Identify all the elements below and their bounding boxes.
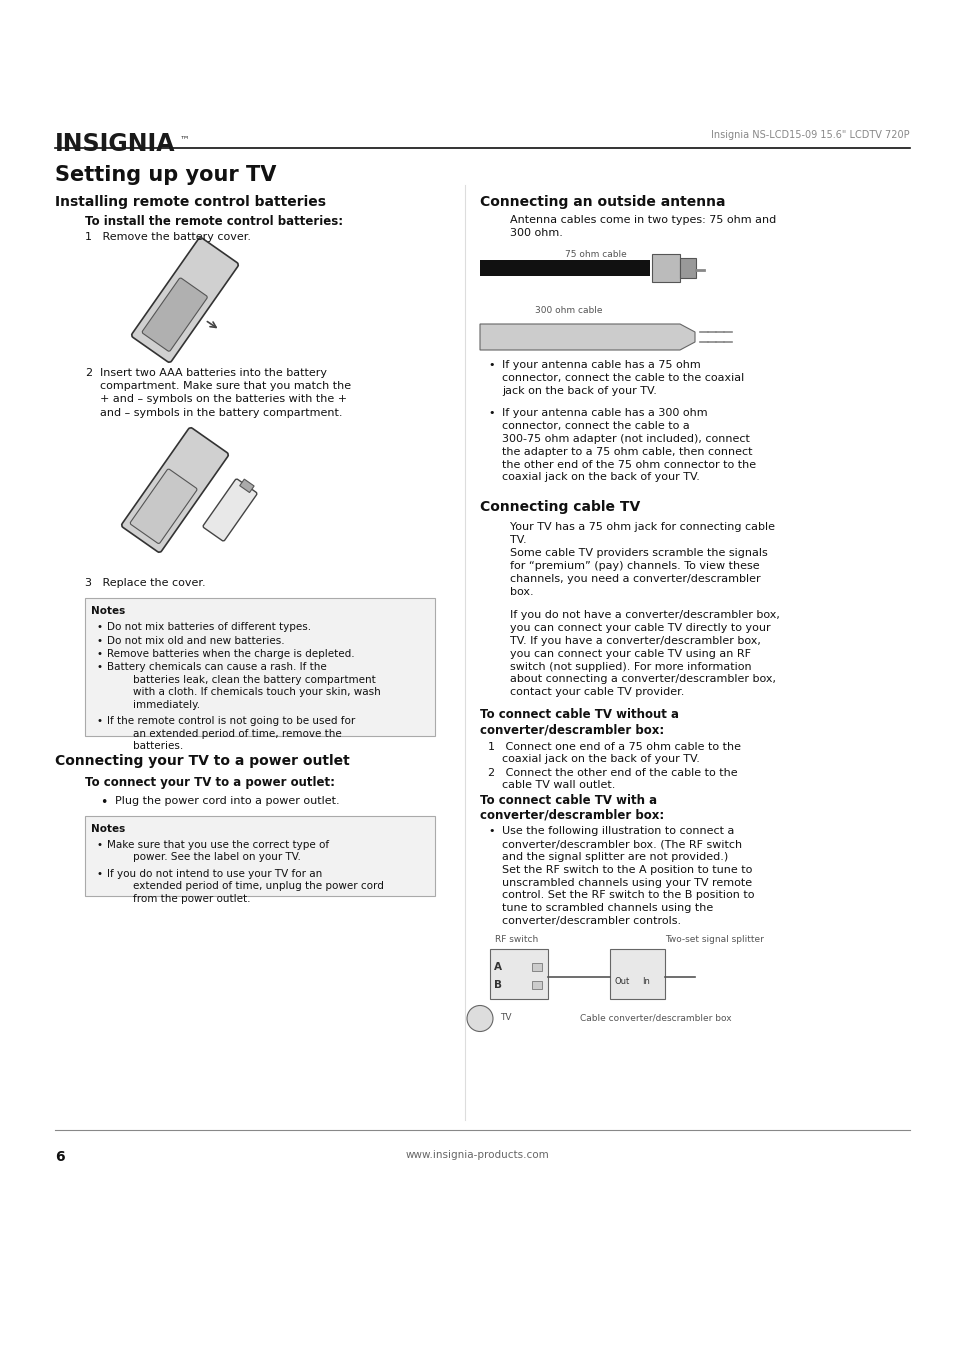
Text: 6: 6 — [55, 1150, 65, 1164]
Text: Insignia NS-LCD15-09 15.6" LCDTV 720P: Insignia NS-LCD15-09 15.6" LCDTV 720P — [711, 130, 909, 140]
Text: converter/descrambler box:: converter/descrambler box: — [479, 809, 663, 822]
Polygon shape — [479, 324, 695, 350]
Text: To connect cable TV without a: To connect cable TV without a — [479, 709, 679, 721]
Circle shape — [467, 1006, 493, 1031]
Text: Battery chemicals can cause a rash. If the
        batteries leak, clean the bat: Battery chemicals can cause a rash. If t… — [107, 663, 380, 710]
Text: Some cable TV providers scramble the signals
for “premium” (pay) channels. To vi: Some cable TV providers scramble the sig… — [510, 548, 767, 597]
Text: 75 ohm cable: 75 ohm cable — [564, 250, 626, 259]
Text: Do not mix batteries of different types.: Do not mix batteries of different types. — [107, 622, 311, 632]
Text: •: • — [97, 717, 103, 726]
FancyBboxPatch shape — [122, 428, 228, 552]
Text: 3   Replace the cover.: 3 Replace the cover. — [85, 578, 206, 589]
Text: Out: Out — [615, 976, 630, 986]
Text: Use the following illustration to connect a
converter/descrambler box. (The RF s: Use the following illustration to connec… — [501, 826, 754, 926]
Text: Antenna cables come in two types: 75 ohm and
300 ohm.: Antenna cables come in two types: 75 ohm… — [510, 215, 776, 238]
Text: If you do not have a converter/descrambler box,
you can connect your cable TV di: If you do not have a converter/descrambl… — [510, 610, 779, 698]
Bar — [85, 598, 435, 736]
Text: Connecting your TV to a power outlet: Connecting your TV to a power outlet — [55, 755, 350, 768]
FancyBboxPatch shape — [142, 278, 207, 351]
FancyBboxPatch shape — [132, 238, 238, 362]
Text: •: • — [97, 869, 103, 879]
Text: www.insignia-products.com: www.insignia-products.com — [405, 1150, 548, 1160]
Text: If your antenna cable has a 300 ohm
connector, connect the cable to a
300-75 ohm: If your antenna cable has a 300 ohm conn… — [501, 409, 756, 482]
Text: Your TV has a 75 ohm jack for connecting cable
TV.: Your TV has a 75 ohm jack for connecting… — [510, 522, 774, 545]
Text: In: In — [641, 976, 649, 986]
Bar — [679, 258, 696, 278]
Text: If you do not intend to use your TV for an
        extended period of time, unpl: If you do not intend to use your TV for … — [107, 869, 383, 903]
Bar — [609, 949, 664, 999]
Text: To install the remote control batteries:: To install the remote control batteries: — [85, 215, 343, 228]
Text: converter/descrambler box:: converter/descrambler box: — [479, 724, 663, 737]
Text: Cable converter/descrambler box: Cable converter/descrambler box — [579, 1014, 731, 1022]
Text: Installing remote control batteries: Installing remote control batteries — [55, 194, 326, 209]
Text: If the remote control is not going to be used for
        an extended period of : If the remote control is not going to be… — [107, 717, 355, 752]
Text: A: A — [494, 963, 501, 972]
Text: TV: TV — [499, 1014, 511, 1022]
Text: 1   Connect one end of a 75 ohm cable to the
    coaxial jack on the back of you: 1 Connect one end of a 75 ohm cable to t… — [488, 741, 740, 764]
Text: 1   Remove the battery cover.: 1 Remove the battery cover. — [85, 232, 251, 242]
Text: •: • — [97, 663, 103, 672]
Text: If your antenna cable has a 75 ohm
connector, connect the cable to the coaxial
j: If your antenna cable has a 75 ohm conne… — [501, 360, 743, 396]
Text: •: • — [97, 649, 103, 659]
Text: •: • — [488, 826, 494, 837]
Text: •: • — [100, 796, 108, 809]
Text: •: • — [97, 636, 103, 645]
Bar — [651, 254, 679, 282]
Text: Connecting an outside antenna: Connecting an outside antenna — [479, 194, 724, 209]
Text: •: • — [97, 622, 103, 632]
Text: •: • — [97, 840, 103, 850]
Text: Notes: Notes — [91, 606, 125, 616]
Text: To connect cable TV with a: To connect cable TV with a — [479, 794, 657, 806]
Text: 2   Connect the other end of the cable to the
    cable TV wall outlet.: 2 Connect the other end of the cable to … — [488, 768, 737, 790]
Text: 2: 2 — [85, 369, 92, 378]
Text: Plug the power cord into a power outlet.: Plug the power cord into a power outlet. — [115, 796, 339, 806]
Text: RF switch: RF switch — [495, 934, 537, 944]
Text: Two-set signal splitter: Two-set signal splitter — [664, 934, 763, 944]
Text: INSIGNIA: INSIGNIA — [55, 132, 175, 157]
Text: Setting up your TV: Setting up your TV — [55, 165, 276, 185]
Text: Connecting cable TV: Connecting cable TV — [479, 501, 639, 514]
Text: Remove batteries when the charge is depleted.: Remove batteries when the charge is depl… — [107, 649, 355, 659]
Bar — [239, 479, 253, 493]
Text: Insert two AAA batteries into the battery
compartment. Make sure that you match : Insert two AAA batteries into the batter… — [100, 369, 351, 417]
Text: 300 ohm cable: 300 ohm cable — [535, 306, 602, 315]
Bar — [532, 963, 541, 971]
Text: To connect your TV to a power outlet:: To connect your TV to a power outlet: — [85, 776, 335, 788]
FancyBboxPatch shape — [131, 468, 196, 544]
Text: Do not mix old and new batteries.: Do not mix old and new batteries. — [107, 636, 284, 645]
Text: B: B — [494, 980, 501, 991]
Text: ™: ™ — [180, 134, 190, 144]
Bar — [490, 949, 547, 999]
Text: •: • — [488, 409, 494, 418]
Bar — [532, 980, 541, 988]
Text: Notes: Notes — [91, 824, 125, 834]
Bar — [479, 261, 649, 275]
Bar — [85, 815, 435, 896]
FancyBboxPatch shape — [203, 479, 256, 541]
Text: •: • — [488, 360, 494, 370]
Text: Make sure that you use the correct type of
        power. See the label on your : Make sure that you use the correct type … — [107, 840, 329, 863]
